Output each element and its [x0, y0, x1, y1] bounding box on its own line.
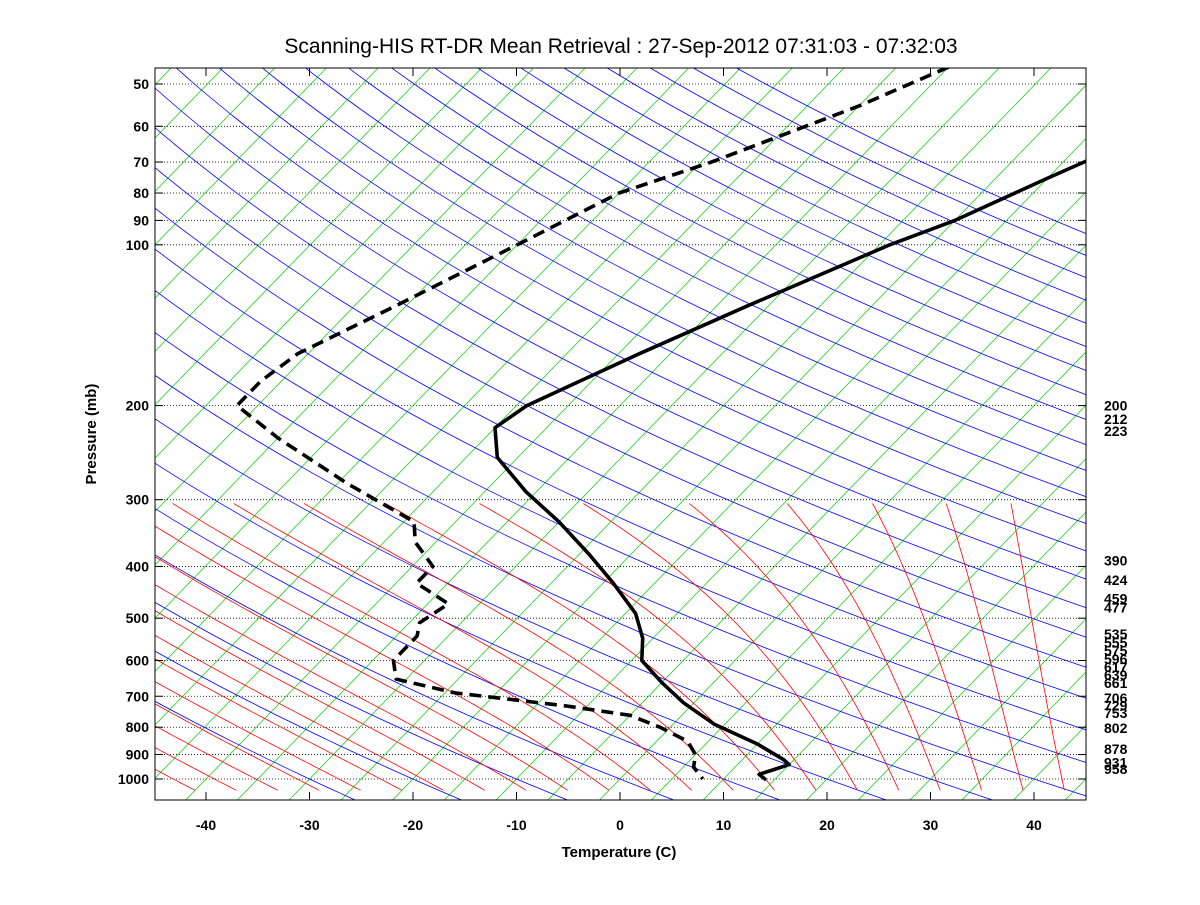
chart-title: Scanning-HIS RT-DR Mean Retrieval : 27-S… — [284, 35, 957, 58]
level-label: 424 — [1104, 572, 1128, 588]
x-tick-label: -10 — [506, 817, 526, 833]
x-tick-label: 20 — [819, 817, 835, 833]
y-tick-label: 100 — [126, 237, 150, 253]
y-tick-label: 50 — [133, 76, 149, 92]
x-tick-label: -20 — [403, 817, 423, 833]
y-tick-label: 1000 — [118, 771, 149, 787]
x-tick-label: 40 — [1026, 817, 1042, 833]
x-tick-label: 0 — [616, 817, 624, 833]
level-label: 802 — [1104, 720, 1128, 736]
y-tick-label: 60 — [133, 118, 149, 134]
level-label: 390 — [1104, 553, 1128, 569]
y-tick-label: 700 — [126, 688, 150, 704]
y-tick-label: 400 — [126, 558, 150, 574]
y-tick-label: 70 — [133, 154, 149, 170]
y-tick-label: 500 — [126, 610, 150, 626]
x-tick-label: -30 — [299, 817, 319, 833]
level-label: 477 — [1104, 599, 1128, 615]
level-label: 661 — [1104, 675, 1128, 691]
x-tick-label: -40 — [196, 817, 216, 833]
y-tick-label: 800 — [126, 719, 150, 735]
x-tick-label: 30 — [923, 817, 939, 833]
y-tick-label: 600 — [126, 652, 150, 668]
y-tick-label: 900 — [126, 747, 150, 763]
y-axis-label: Pressure (mb) — [83, 384, 100, 485]
x-axis-label: Temperature (C) — [562, 844, 677, 861]
level-label: 223 — [1104, 423, 1128, 439]
level-label: 753 — [1104, 705, 1128, 721]
y-tick-label: 80 — [133, 185, 149, 201]
y-tick-label: 200 — [126, 398, 150, 414]
level-label: 958 — [1104, 761, 1128, 777]
y-tick-label: 300 — [126, 492, 150, 508]
x-tick-label: 10 — [716, 817, 732, 833]
y-tick-label: 90 — [133, 212, 149, 228]
